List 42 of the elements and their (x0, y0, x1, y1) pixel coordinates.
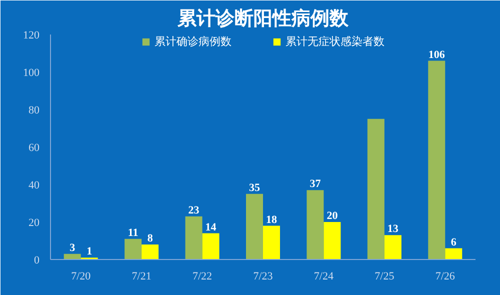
bar (263, 226, 280, 260)
bar (367, 118, 384, 260)
y-tick-label: 100 (23, 67, 40, 79)
bar (124, 238, 142, 260)
bar (445, 248, 462, 260)
data-label: 35 (249, 182, 260, 194)
y-tick-label: 20 (28, 217, 40, 229)
data-label: 23 (188, 204, 200, 216)
x-tick-label: 7/22 (192, 270, 212, 282)
bar (202, 233, 220, 260)
data-label: 6 (450, 236, 457, 248)
data-label: 20 (326, 210, 338, 222)
y-tick-label: 40 (28, 180, 40, 192)
x-tick-label: 7/23 (253, 270, 274, 282)
data-label: 14 (205, 221, 217, 234)
bar (142, 244, 159, 260)
y-tick-label: 60 (28, 142, 40, 154)
data-label: 11 (128, 226, 138, 239)
data-label: 37 (310, 178, 322, 190)
bar (324, 222, 341, 260)
data-label: 8 (147, 232, 154, 244)
x-tick-label: 7/20 (71, 270, 92, 282)
x-tick-label: 7/25 (374, 270, 395, 282)
data-label: 106 (428, 48, 446, 61)
x-tick-label: 7/26 (435, 270, 456, 282)
y-tick-label: 80 (28, 104, 40, 116)
bar (185, 216, 202, 260)
data-label: 1 (86, 246, 92, 258)
data-label: 18 (266, 214, 278, 226)
data-label: 3 (70, 242, 76, 254)
y-tick-label: 120 (23, 30, 40, 42)
bar (428, 60, 446, 260)
legend-label: 累计无症状感染者数 (286, 34, 384, 49)
data-label: 13 (387, 223, 399, 236)
x-tick-label: 7/24 (314, 270, 334, 282)
bar (306, 190, 324, 260)
bar (384, 235, 402, 260)
legend-label: 累计确诊病例数 (154, 34, 232, 49)
bar (246, 194, 263, 260)
chart-title: 累计诊断阳性病例数 (176, 8, 350, 30)
x-tick-label: 7/21 (132, 270, 152, 282)
y-tick-label: 0 (34, 254, 40, 266)
